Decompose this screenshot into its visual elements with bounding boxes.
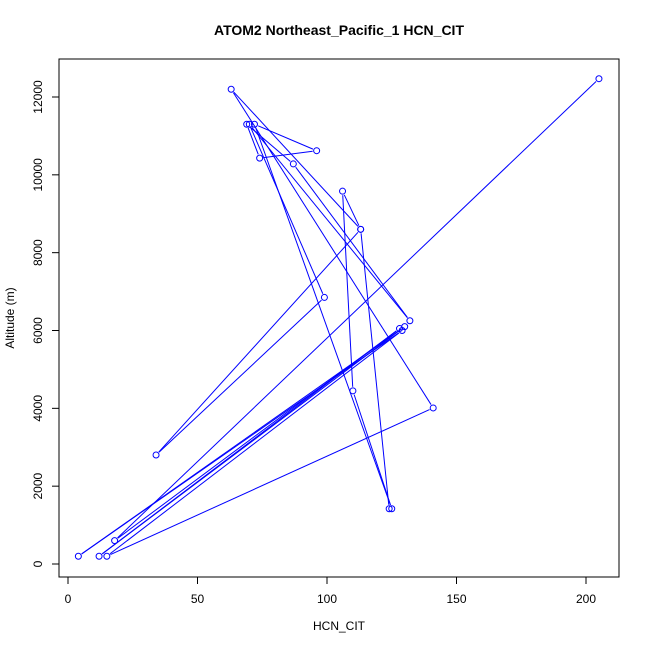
data-point: [103, 552, 111, 560]
data-point: [388, 505, 396, 513]
series-segment: [233, 91, 359, 227]
x-tick-label: 100: [317, 592, 337, 606]
series-segment: [360, 233, 390, 505]
series-segment: [109, 332, 400, 555]
chart-title: ATOM2 Northeast_Pacific_1 HCN_CIT: [214, 22, 464, 38]
series-segment: [251, 127, 408, 318]
series-segment: [110, 409, 430, 556]
x-tick-label: 150: [446, 592, 466, 606]
x-tick-label: 0: [65, 592, 72, 606]
series-points: [74, 75, 603, 560]
y-tick-label: 0: [31, 560, 45, 567]
series-segment: [117, 81, 597, 539]
series-lines: [81, 81, 597, 556]
data-point: [385, 505, 393, 513]
data-point: [398, 327, 406, 334]
series-segment: [295, 166, 408, 318]
data-point: [313, 147, 321, 155]
data-point: [227, 85, 235, 93]
data-point: [256, 154, 264, 162]
data-point: [245, 120, 253, 128]
x-axis-label: HCN_CIT: [313, 619, 366, 633]
y-tick-label: 10000: [31, 158, 45, 192]
series-segment: [250, 127, 324, 294]
data-point: [243, 120, 251, 128]
y-tick-label: 8000: [31, 239, 45, 266]
y-tick-label: 6000: [31, 317, 45, 344]
data-point: [320, 293, 328, 301]
y-tick-label: 4000: [31, 395, 45, 422]
data-point: [349, 387, 357, 395]
x-tick-label: 50: [191, 592, 205, 606]
series-segment: [353, 394, 391, 506]
series-segment: [158, 231, 359, 453]
data-point: [357, 225, 365, 233]
series-segment: [158, 299, 322, 453]
x-axis: 0 50 100 150 200: [65, 576, 596, 606]
x-tick-label: 200: [576, 592, 596, 606]
series-segment: [342, 195, 354, 387]
y-axis: 0 2000 4000 6000 8000 10000 12000: [31, 80, 60, 567]
y-tick-label: 2000: [31, 472, 45, 499]
series-segment: [247, 127, 259, 155]
data-point: [595, 75, 603, 83]
data-point: [289, 160, 297, 168]
series-segment: [263, 150, 313, 159]
series-segment: [343, 194, 360, 226]
data-point: [250, 120, 258, 128]
data-point: [95, 552, 103, 560]
series-segment: [257, 125, 314, 150]
data-point: [152, 451, 160, 459]
series-segment: [81, 332, 400, 555]
data-point: [406, 317, 414, 325]
y-axis-label: Altitude (m): [3, 287, 17, 348]
data-point: [429, 404, 437, 412]
data-point: [74, 552, 82, 560]
y-tick-label: 12000: [31, 80, 45, 114]
data-point: [339, 187, 347, 195]
data-point: [111, 537, 119, 545]
